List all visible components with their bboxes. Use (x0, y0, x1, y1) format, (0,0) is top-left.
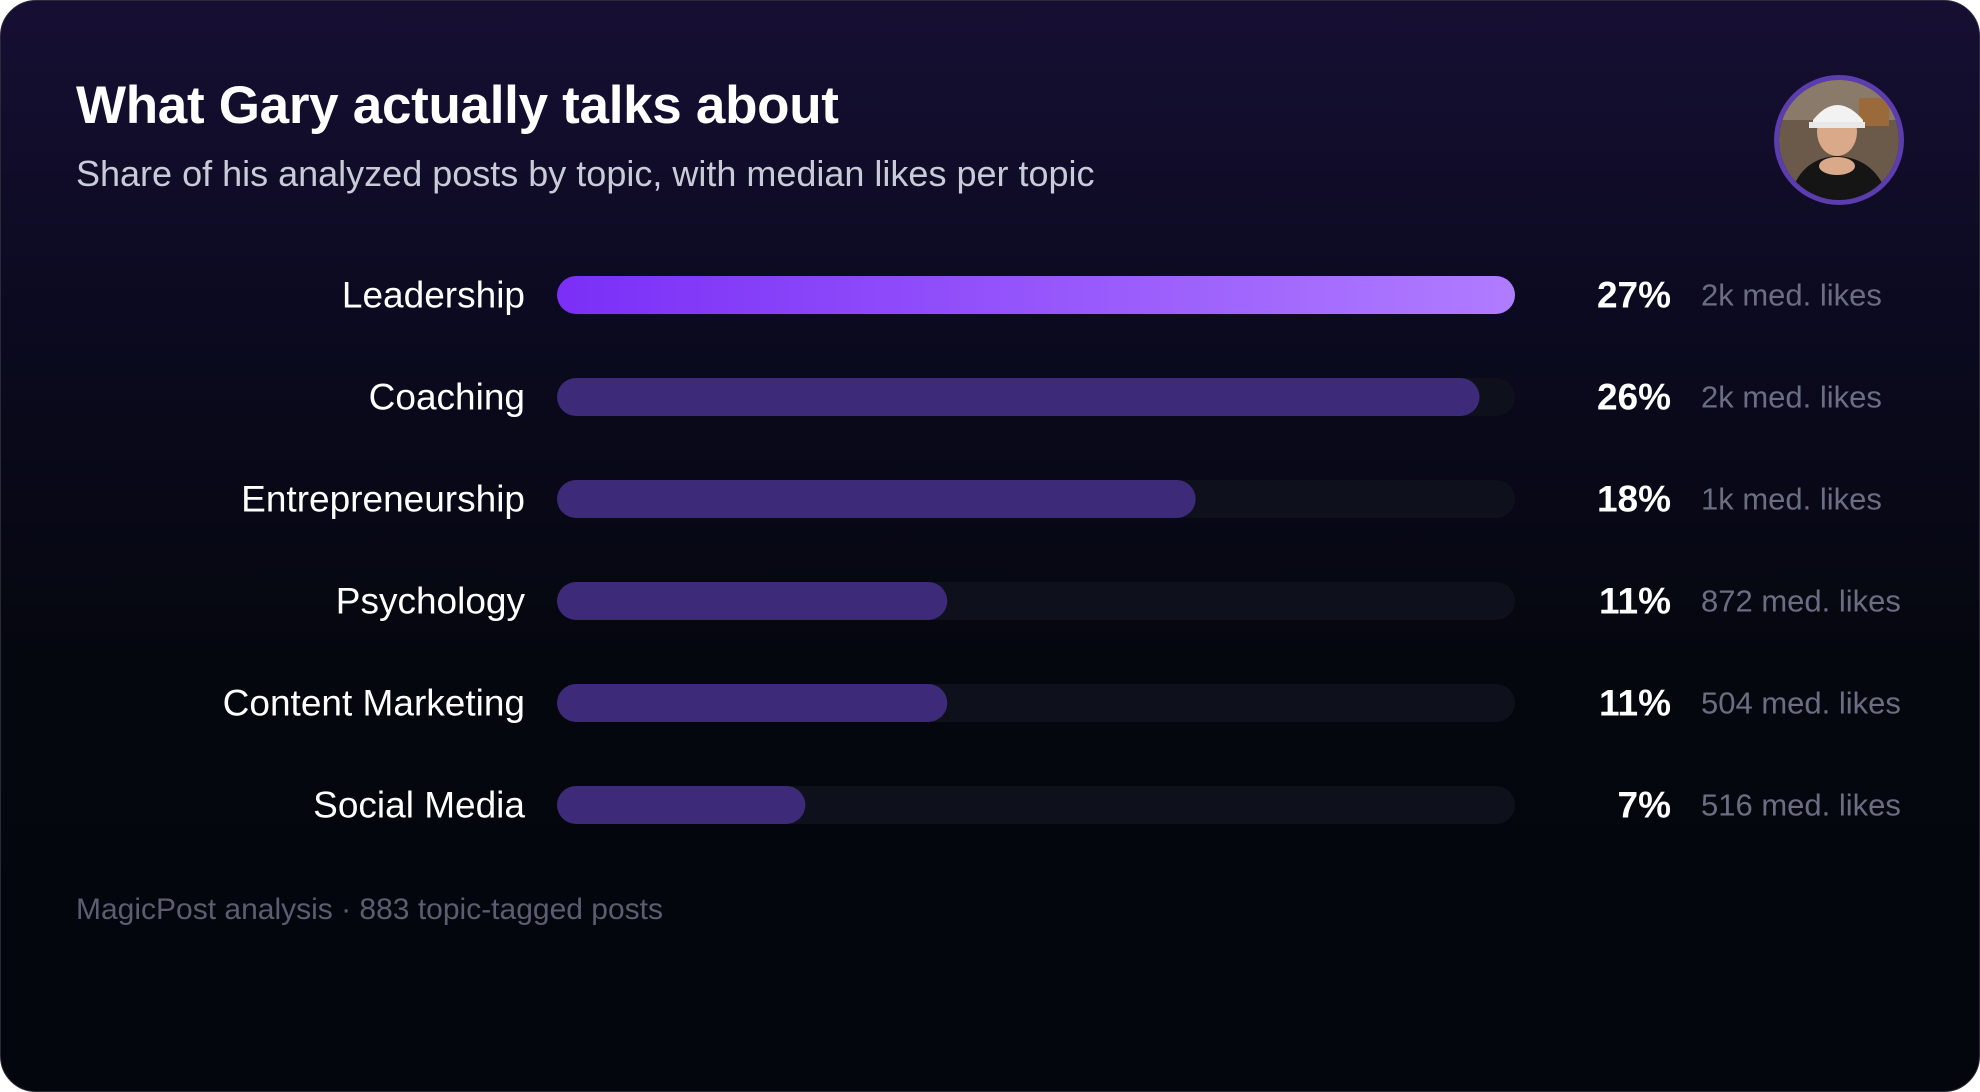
bar (557, 378, 1480, 416)
percent-label: 26% (1597, 377, 1671, 418)
category-label: Psychology (336, 581, 526, 622)
median-likes-label: 872 med. likes (1701, 584, 1901, 619)
chart-source-note: MagicPost analysis · 883 topic-tagged po… (76, 893, 663, 926)
bar (557, 276, 1515, 314)
category-label: Coaching (369, 377, 525, 418)
median-likes-label: 516 med. likes (1701, 788, 1901, 823)
percent-label: 11% (1599, 683, 1671, 724)
percent-label: 11% (1599, 581, 1671, 622)
median-likes-label: 2k med. likes (1701, 380, 1882, 415)
category-label: Entrepreneurship (241, 479, 525, 520)
category-label: Social Media (313, 785, 525, 826)
chart-title: What Gary actually talks about (76, 76, 839, 135)
median-likes-label: 504 med. likes (1701, 686, 1901, 721)
percent-label: 18% (1597, 479, 1671, 520)
bar (557, 582, 948, 620)
bar (557, 684, 948, 722)
median-likes-label: 2k med. likes (1701, 278, 1882, 313)
percent-label: 27% (1597, 275, 1671, 316)
bar (557, 480, 1196, 518)
median-likes-label: 1k med. likes (1701, 482, 1882, 517)
bar (557, 786, 806, 824)
category-label: Leadership (342, 275, 525, 316)
percent-label: 7% (1618, 785, 1671, 826)
category-label: Content Marketing (223, 683, 525, 724)
chart-subtitle: Share of his analyzed posts by topic, wi… (76, 153, 1095, 194)
